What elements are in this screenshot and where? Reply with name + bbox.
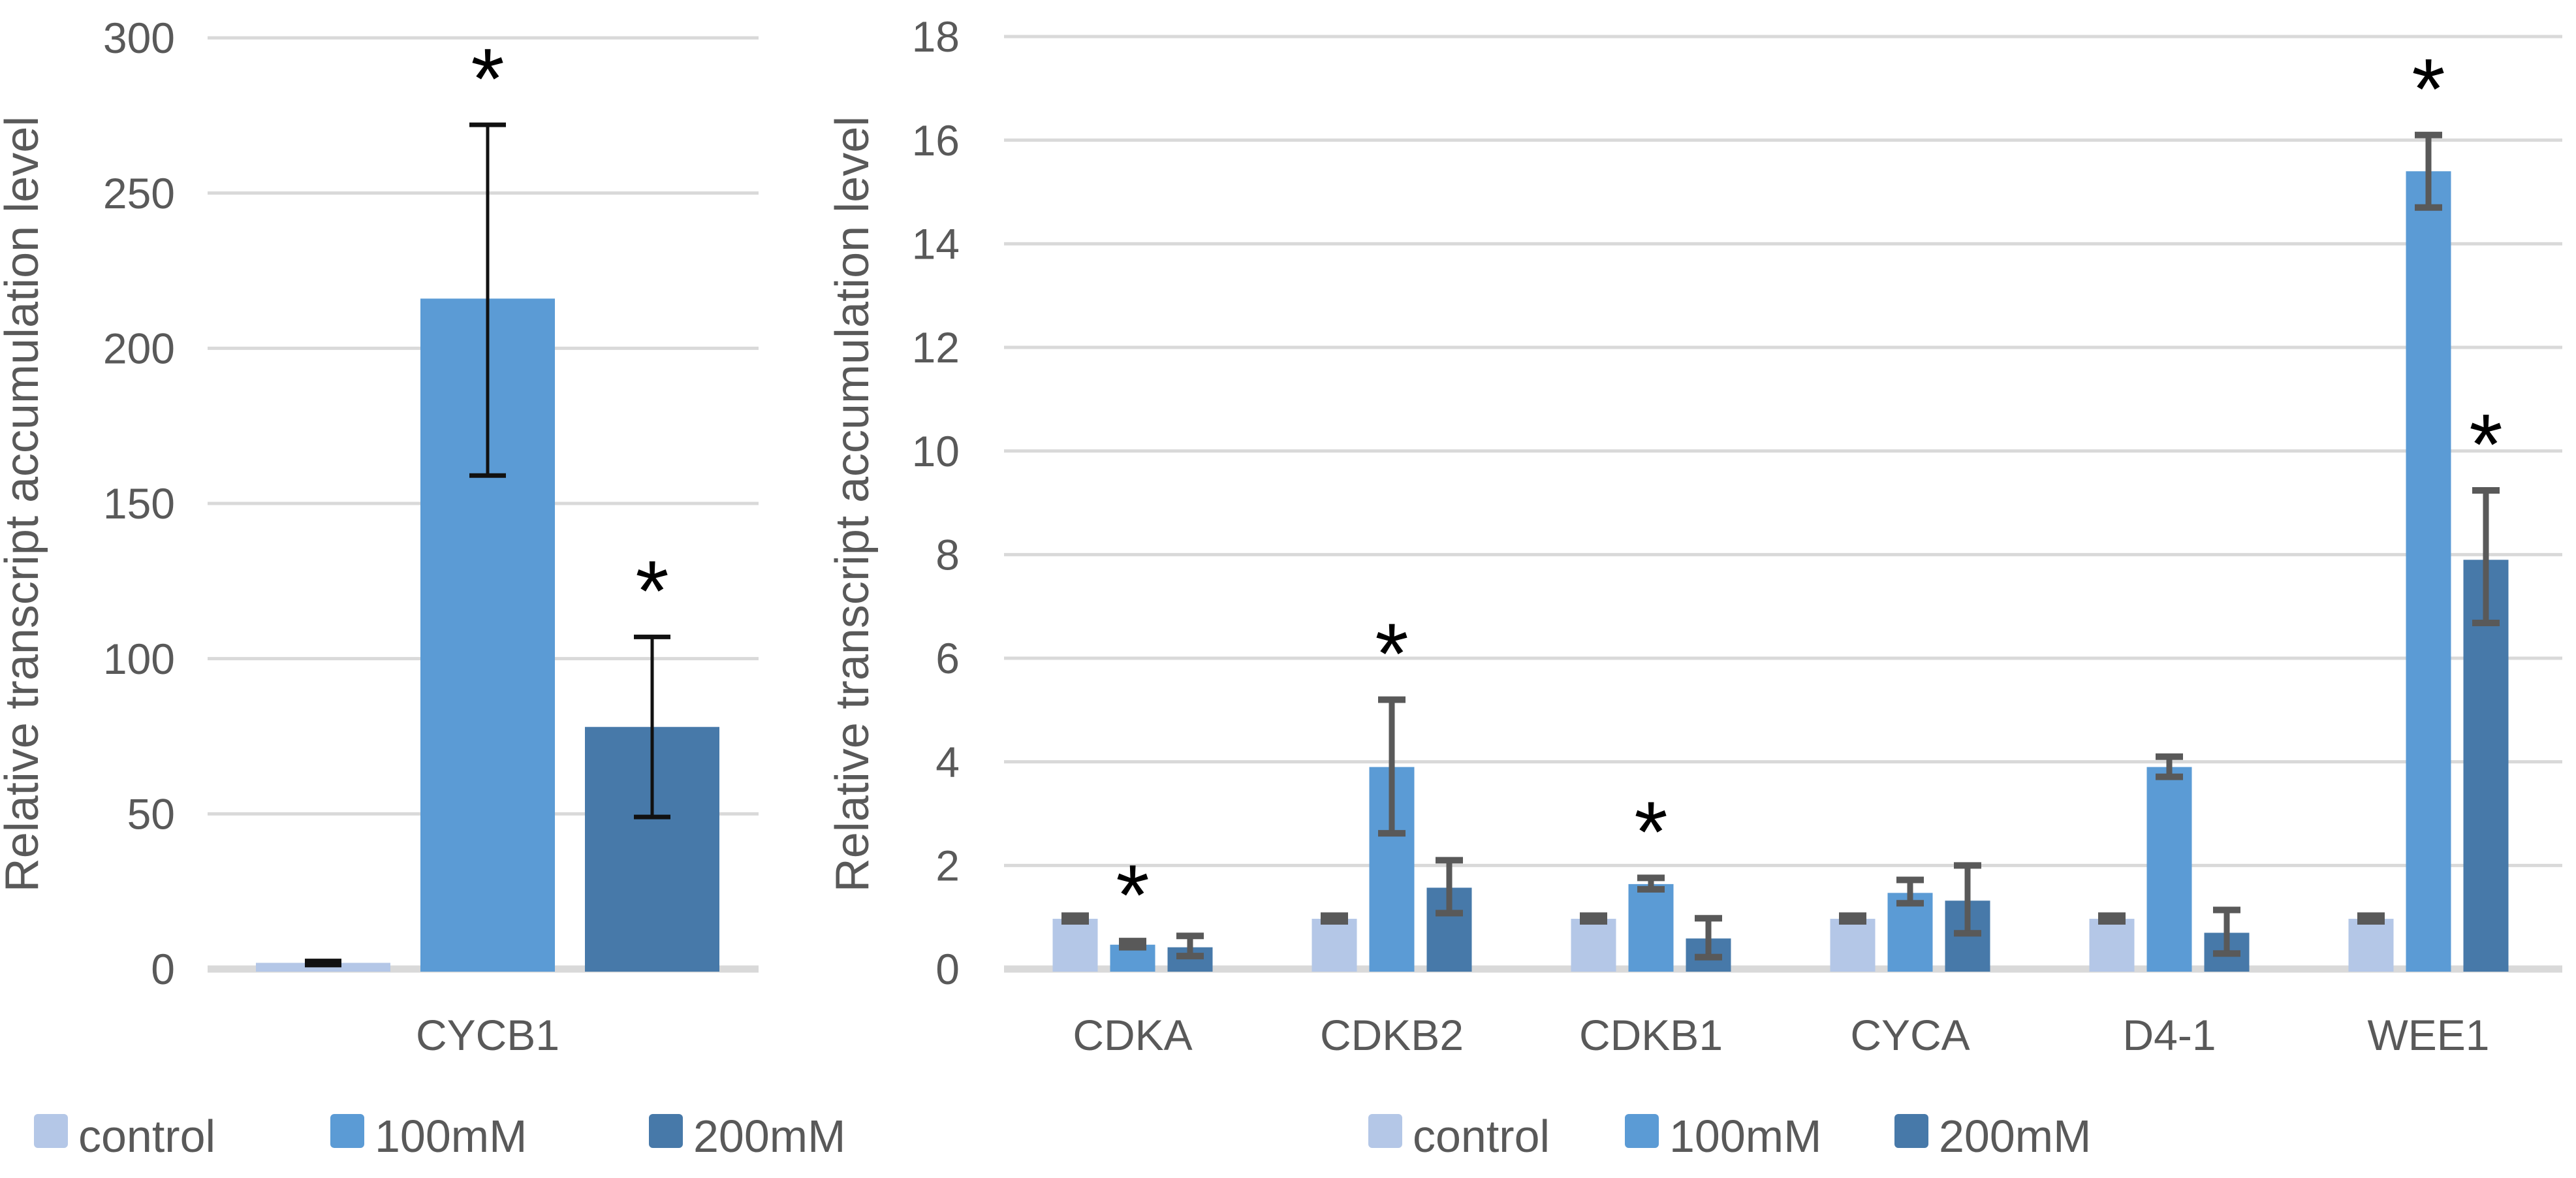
- bar-CDKB1-100mM: [1628, 884, 1674, 972]
- bar-WEE1-100mM: [2406, 171, 2451, 972]
- legend-label-200mM: 200mM: [693, 1111, 845, 1162]
- bar-CDKB2-control: [1312, 919, 1357, 972]
- sig-asterisk-CYCB1-200mM: *: [635, 543, 668, 639]
- bar-D4-1-100mM: [2146, 767, 2192, 972]
- y-tick-label-150: 150: [103, 479, 175, 528]
- y-tick-label-250: 250: [103, 169, 175, 217]
- right-chart: * * * * * 0 2 4 6 8 10 12 14 16 18 CDKA CDKB2 CDKB1 CYCA…: [826, 12, 2562, 1162]
- y-tick-label-2: 2: [935, 841, 960, 889]
- x-category-label-WEE1: WEE1: [2367, 1011, 2489, 1059]
- right-legend: control 100mM 200mM: [1368, 1111, 2091, 1162]
- x-category-label-D4-1: D4-1: [2122, 1011, 2216, 1059]
- y-tick-label-0: 0: [151, 945, 175, 993]
- x-category-label-CDKB1: CDKB1: [1579, 1011, 1723, 1059]
- left-category-labels: CYCB1: [416, 1011, 559, 1059]
- y-tick-label-100: 100: [103, 635, 175, 683]
- right-y-tick-labels: 0 2 4 6 8 10 12 14 16 18: [912, 12, 960, 993]
- left-significance-asterisks: **: [471, 31, 668, 639]
- legend-label-100mM: 100mM: [375, 1111, 527, 1162]
- y-tick-label-6: 6: [935, 634, 960, 682]
- y-tick-label-16: 16: [912, 116, 960, 165]
- legend-swatch-100mM: [1625, 1114, 1659, 1148]
- right-significance-asterisks: * * * * *: [1116, 41, 2502, 943]
- x-category-label-CDKB2: CDKB2: [1320, 1011, 1464, 1059]
- x-category-label-CYCA: CYCA: [1850, 1011, 1970, 1059]
- y-tick-label-200: 200: [103, 324, 175, 372]
- bar-CDKB1-control: [1571, 919, 1616, 972]
- y-tick-label-12: 12: [912, 323, 960, 372]
- legend-swatch-200mM: [649, 1114, 683, 1148]
- right-gridlines: [1004, 35, 2562, 973]
- x-category-label-CYCB1: CYCB1: [416, 1011, 559, 1059]
- sig-asterisk-CDKA-100mM: *: [1116, 847, 1149, 943]
- y-tick-label-0: 0: [935, 945, 960, 993]
- y-tick-label-8: 8: [935, 530, 960, 579]
- sig-asterisk-WEE1-200mM: *: [2469, 396, 2502, 492]
- left-y-axis-title: Relative transcript accumulation level: [0, 116, 48, 893]
- right-bars: [1052, 171, 2509, 972]
- y-tick-label-14: 14: [912, 219, 960, 268]
- legend-label-200mM: 200mM: [1939, 1111, 2091, 1162]
- bar-WEE1-200mM: [2463, 560, 2509, 972]
- right-error-bars: [1061, 131, 2500, 961]
- legend-label-control: control: [1413, 1111, 1550, 1162]
- bar-CYCA-control: [1830, 919, 1876, 972]
- sig-asterisk-CDKB2-100mM: *: [1375, 605, 1408, 701]
- sig-asterisk-CDKB1-100mM: *: [1634, 784, 1667, 880]
- legend-swatch-200mM: [1894, 1114, 1928, 1148]
- legend-swatch-control: [1368, 1114, 1402, 1148]
- sig-asterisk-WEE1-100mM: *: [2411, 41, 2445, 137]
- legend-swatch-control: [34, 1114, 68, 1148]
- right-y-axis-title: Relative transcript accumulation level: [826, 116, 879, 893]
- left-y-tick-labels: 0 50 100 150 200 250 300: [103, 14, 175, 993]
- bar-D4-1-control: [2089, 919, 2135, 972]
- legend-swatch-100mM: [330, 1114, 364, 1148]
- y-tick-label-18: 18: [912, 12, 960, 61]
- bar-WEE1-control: [2348, 919, 2394, 972]
- legend-label-control: control: [78, 1111, 215, 1162]
- left-error-bars: [305, 122, 670, 968]
- bar-CDKA-control: [1052, 919, 1098, 972]
- y-tick-label-10: 10: [912, 427, 960, 475]
- y-tick-label-50: 50: [127, 789, 175, 838]
- y-tick-label-4: 4: [935, 738, 960, 786]
- legend-label-100mM: 100mM: [1669, 1111, 1821, 1162]
- x-category-label-CDKA: CDKA: [1073, 1011, 1192, 1059]
- left-legend: control 100mM 200mM: [34, 1111, 845, 1162]
- y-tick-label-300: 300: [103, 14, 175, 62]
- sig-asterisk-CYCB1-100mM: *: [471, 31, 504, 127]
- right-category-labels: CDKA CDKB2 CDKB1 CYCA D4-1 WEE1: [1073, 1011, 2489, 1059]
